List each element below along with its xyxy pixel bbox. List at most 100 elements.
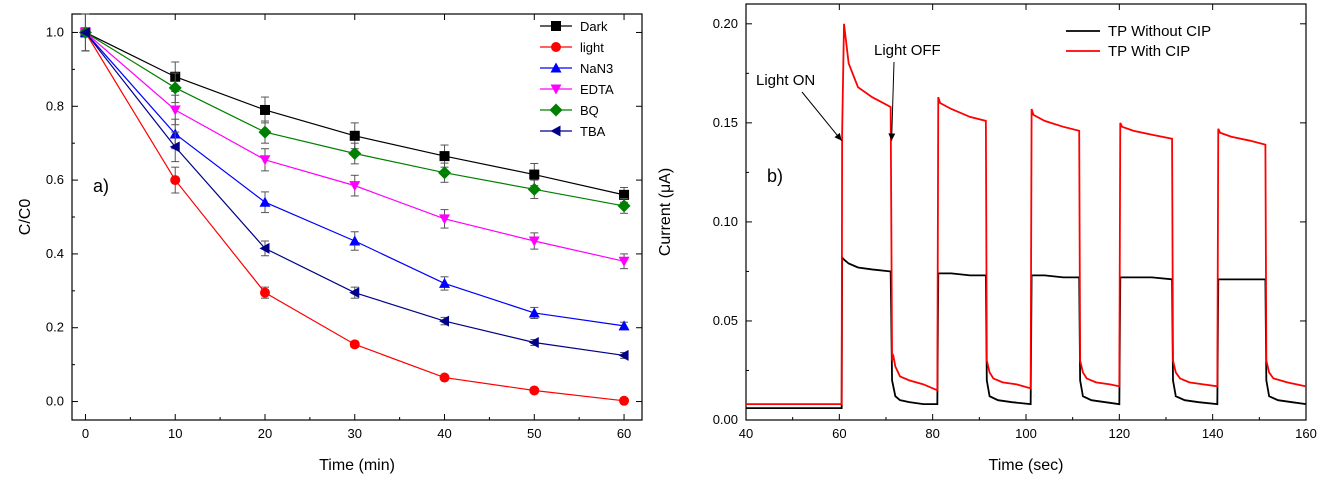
plot-frame-a — [71, 13, 643, 421]
series-tba — [79, 13, 629, 361]
data-point — [259, 287, 270, 298]
annotations-b: Light ON Light OFF — [756, 42, 941, 142]
x-tick-label-b: 160 — [1295, 426, 1317, 441]
series-line — [85, 31, 625, 196]
x-axis-title-a: Time (min) — [319, 457, 395, 474]
y-tick-label-b: 0.10 — [713, 214, 738, 229]
annotation-label: Light ON — [756, 72, 815, 89]
data-point — [259, 196, 271, 207]
data-point — [439, 277, 451, 288]
legend-label: Dark — [580, 19, 608, 34]
series-nan3 — [79, 13, 630, 331]
y-axis-title-b: Current (μA) — [657, 168, 674, 256]
data-point — [349, 287, 360, 299]
x-tick-label-b: 120 — [1108, 426, 1130, 441]
x-tick-label-a: 30 — [348, 426, 362, 441]
data-point — [439, 151, 450, 162]
y-tick-label-a: 0.8 — [46, 98, 64, 113]
data-point — [349, 181, 361, 192]
data-point — [259, 104, 270, 115]
legend-label: BQ — [580, 103, 599, 118]
y-tick-label-a: 0.0 — [46, 394, 64, 409]
legend-marker — [550, 84, 562, 95]
data-point — [528, 236, 540, 247]
x-tick-label-b: 60 — [832, 426, 846, 441]
data-point — [529, 169, 540, 180]
data-point — [527, 182, 541, 196]
y-tick-label-a: 0.4 — [46, 246, 64, 261]
data-point — [619, 395, 630, 406]
data-point — [258, 125, 272, 139]
data-point — [618, 256, 630, 267]
data-point — [349, 130, 360, 141]
data-point — [438, 166, 452, 180]
x-axis-ticks-b: 40 60 80 100 120 140 160 — [739, 4, 1317, 441]
x-axis-ticks-a: 0 10 20 30 40 50 60 — [82, 14, 631, 441]
data-point — [349, 235, 361, 246]
plot-frame-b — [745, 3, 1307, 421]
annotation-label: Light OFF — [874, 42, 941, 59]
data-point — [439, 214, 451, 225]
data-point — [439, 315, 450, 327]
data-point — [79, 26, 90, 38]
y-axis-ticks-b: 0.00 0.05 0.10 0.15 0.20 — [713, 16, 1306, 427]
legend-label: NaN3 — [580, 61, 613, 76]
series-line-tp-without-cip — [746, 255, 1307, 410]
series-group-a — [78, 13, 631, 406]
legend-marker — [551, 21, 561, 31]
data-point — [618, 349, 629, 361]
chart-panel-b: 40 60 80 100 120 140 160 0.000.050.100.150.20 … — [657, 3, 1317, 474]
panel-label-b: b) — [767, 166, 783, 186]
y-tick-label-a: 0.6 — [46, 172, 64, 187]
x-tick-label-a: 0 — [82, 426, 89, 441]
x-tick-label-a: 40 — [437, 426, 451, 441]
x-tick-label-b: 40 — [739, 426, 753, 441]
data-point — [439, 372, 450, 383]
data-point — [348, 147, 362, 161]
data-point — [349, 339, 360, 350]
series-dark — [80, 13, 630, 203]
legend-b: TP Without CIP TP With CIP — [1066, 23, 1211, 60]
data-point — [169, 105, 181, 116]
data-point — [619, 189, 630, 200]
data-point — [528, 336, 539, 348]
legend-label: light — [580, 40, 604, 55]
y-tick-label-a: 1.0 — [46, 24, 64, 39]
y-tick-label-a: 0.2 — [46, 320, 64, 335]
y-axis-ticks-a: 0.0 0.2 0.4 0.6 0.8 1.0 — [46, 24, 642, 409]
annotation-arrowhead — [834, 132, 842, 141]
legend-label: TBA — [580, 124, 606, 139]
data-point — [168, 81, 182, 95]
data-point — [529, 385, 540, 396]
x-tick-label-b: 100 — [1015, 426, 1037, 441]
data-point — [259, 242, 270, 254]
legend-label: EDTA — [580, 82, 614, 97]
legend-marker — [549, 103, 563, 117]
legend-marker — [550, 125, 561, 137]
x-tick-label-b: 80 — [925, 426, 939, 441]
legend-a: Dark light NaN3 EDTA BQ TBA — [540, 19, 614, 139]
series-line-tp-with-cip — [746, 23, 1307, 406]
y-axis-title-a: C/C0 — [17, 199, 34, 236]
y-tick-label-b: 0.20 — [713, 16, 738, 31]
legend-label: TP With CIP — [1108, 43, 1190, 60]
y-tick-label-b: 0.15 — [713, 115, 738, 130]
legend-label: TP Without CIP — [1108, 23, 1211, 40]
data-point — [617, 199, 631, 213]
legend-marker — [551, 42, 561, 52]
series-edta — [79, 13, 630, 270]
series-light — [80, 13, 630, 406]
x-tick-label-a: 60 — [617, 426, 631, 441]
annotation-arrowhead — [888, 133, 896, 141]
x-tick-label-a: 10 — [168, 426, 182, 441]
data-point — [259, 155, 271, 166]
data-point — [528, 307, 540, 318]
panel-label-a: a) — [93, 176, 109, 196]
x-tick-label-a: 50 — [527, 426, 541, 441]
series-group-b — [746, 23, 1307, 410]
legend-marker — [550, 62, 562, 73]
data-point — [170, 175, 181, 186]
y-tick-label-b: 0.00 — [713, 412, 738, 427]
x-tick-label-a: 20 — [258, 426, 272, 441]
